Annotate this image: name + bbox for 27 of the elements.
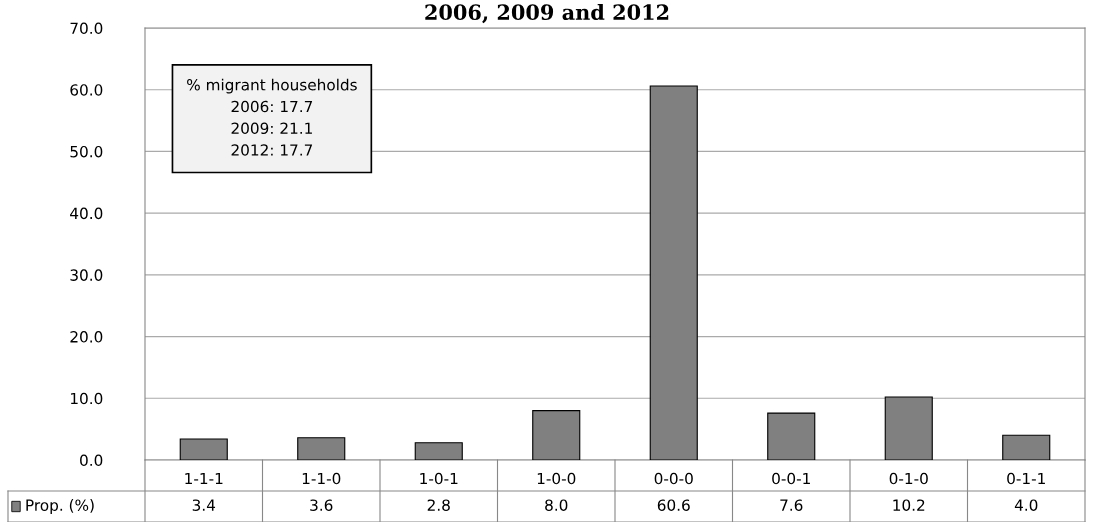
y-tick-label: 40.0 bbox=[70, 207, 103, 220]
y-tick-label: 70.0 bbox=[70, 22, 103, 35]
data-label: 10.2 bbox=[893, 499, 925, 511]
x-tick-label: 0-0-1 bbox=[772, 472, 810, 485]
y-tick-label: 10.0 bbox=[70, 392, 103, 405]
y-tick-label: 30.0 bbox=[70, 269, 103, 281]
x-tick-label: 1-0-1 bbox=[420, 472, 458, 485]
y-tick-label: 20.0 bbox=[70, 331, 103, 343]
x-tick-label: 1-1-1 bbox=[185, 472, 223, 485]
chart-title: 2006, 2009 and 2012 bbox=[425, 3, 669, 24]
data-label: 7.6 bbox=[780, 499, 803, 511]
y-tick-label: 60.0 bbox=[70, 84, 103, 96]
annotation: % migrant households 2006: 17.7 2009: 21.1 2012: 17.7 bbox=[187, 78, 357, 156]
data-label: 4.0 bbox=[1014, 499, 1038, 511]
x-tick-label: 1-0-0 bbox=[537, 472, 576, 485]
legend-label: Prop. (%) bbox=[26, 499, 94, 514]
data-label: 3.6 bbox=[310, 499, 333, 511]
data-label: 3.4 bbox=[192, 499, 216, 511]
x-tick-label: 1-1-0 bbox=[302, 472, 341, 485]
y-tick-label: 50.0 bbox=[70, 145, 103, 158]
data-label: 60.6 bbox=[657, 499, 690, 511]
data-label: 2.8 bbox=[427, 499, 450, 511]
y-tick-label: 0.0 bbox=[80, 454, 103, 467]
data-label: 8.0 bbox=[545, 499, 568, 511]
x-tick-label: 0-0-0 bbox=[654, 472, 693, 485]
x-tick-label: 0-1-1 bbox=[1007, 472, 1045, 485]
x-tick-label: 0-1-0 bbox=[889, 472, 928, 485]
